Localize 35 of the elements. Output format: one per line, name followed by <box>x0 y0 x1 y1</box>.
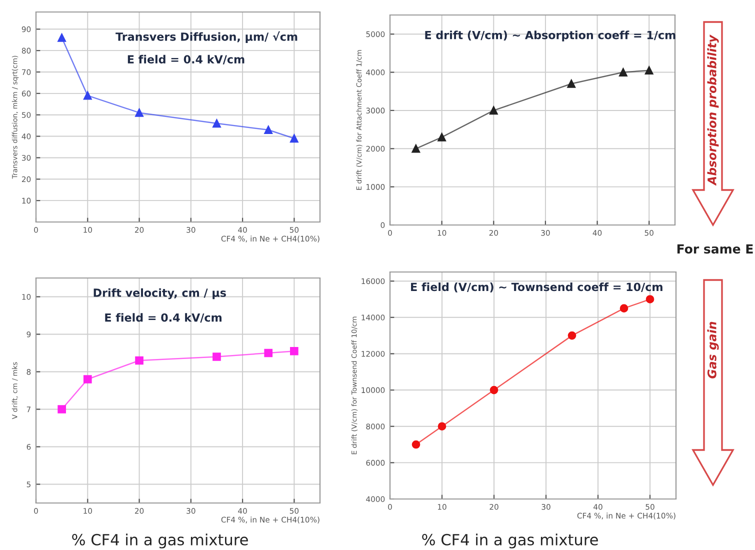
point <box>212 119 221 128</box>
point <box>489 106 498 115</box>
point <box>438 422 446 431</box>
point <box>412 440 420 449</box>
text: E field = 0.4 kV/cm <box>105 313 222 323</box>
point <box>644 66 654 75</box>
point <box>212 352 221 361</box>
text: Absorption probability <box>707 34 719 186</box>
point <box>646 295 654 304</box>
point <box>135 356 144 365</box>
text: Gas gain <box>707 322 719 378</box>
point <box>619 68 628 76</box>
point <box>83 91 92 100</box>
point <box>290 346 298 356</box>
point <box>438 133 446 142</box>
point <box>264 348 273 358</box>
point <box>135 108 144 117</box>
text: E field = 0.4 kV/cm <box>128 54 244 64</box>
text: % CF4 in a gas mixture <box>72 534 248 548</box>
point <box>83 375 92 384</box>
point <box>567 80 576 88</box>
text: For same E <box>677 244 753 254</box>
point <box>490 386 498 394</box>
point <box>58 405 66 414</box>
text: E field (V/cm) ~ Townsend coeff = 10/cm <box>411 282 662 292</box>
point <box>290 134 298 143</box>
text: % CF4 in a gas mixture <box>422 534 598 548</box>
point <box>412 144 420 153</box>
point <box>58 34 66 42</box>
point <box>620 304 628 312</box>
text: Transvers Diffusion, µm/ √cm <box>116 31 298 44</box>
text: E drift (V/cm) ~ Absorption coeff = 1/cm <box>425 30 676 42</box>
text: Drift velocity, cm / µs <box>94 288 226 300</box>
point <box>264 126 273 134</box>
point <box>568 331 576 340</box>
